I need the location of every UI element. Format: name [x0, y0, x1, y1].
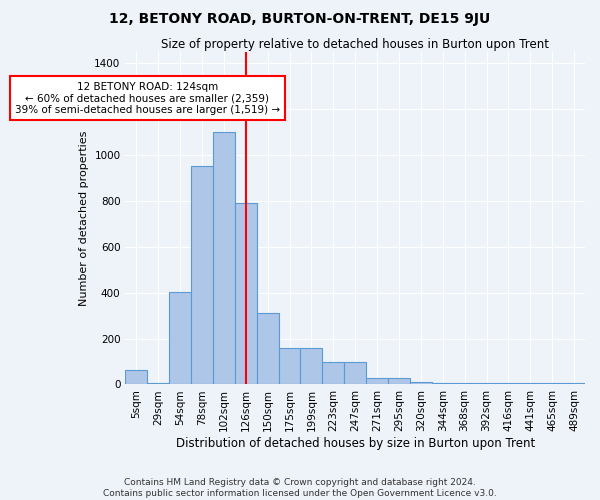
Bar: [344, 362, 366, 384]
Bar: [235, 203, 257, 384]
Bar: [388, 378, 410, 384]
X-axis label: Distribution of detached houses by size in Burton upon Trent: Distribution of detached houses by size …: [176, 437, 535, 450]
Bar: [125, 370, 148, 384]
Bar: [257, 314, 278, 384]
Bar: [366, 378, 388, 384]
Text: 12 BETONY ROAD: 124sqm
← 60% of detached houses are smaller (2,359)
39% of semi-: 12 BETONY ROAD: 124sqm ← 60% of detached…: [15, 82, 280, 114]
Bar: [191, 166, 213, 384]
Bar: [278, 348, 301, 385]
Bar: [169, 292, 191, 384]
Bar: [322, 362, 344, 384]
Text: Contains HM Land Registry data © Crown copyright and database right 2024.
Contai: Contains HM Land Registry data © Crown c…: [103, 478, 497, 498]
Y-axis label: Number of detached properties: Number of detached properties: [79, 130, 89, 306]
Text: 12, BETONY ROAD, BURTON-ON-TRENT, DE15 9JU: 12, BETONY ROAD, BURTON-ON-TRENT, DE15 9…: [109, 12, 491, 26]
Bar: [213, 132, 235, 384]
Bar: [301, 348, 322, 385]
Bar: [410, 382, 432, 384]
Title: Size of property relative to detached houses in Burton upon Trent: Size of property relative to detached ho…: [161, 38, 549, 51]
